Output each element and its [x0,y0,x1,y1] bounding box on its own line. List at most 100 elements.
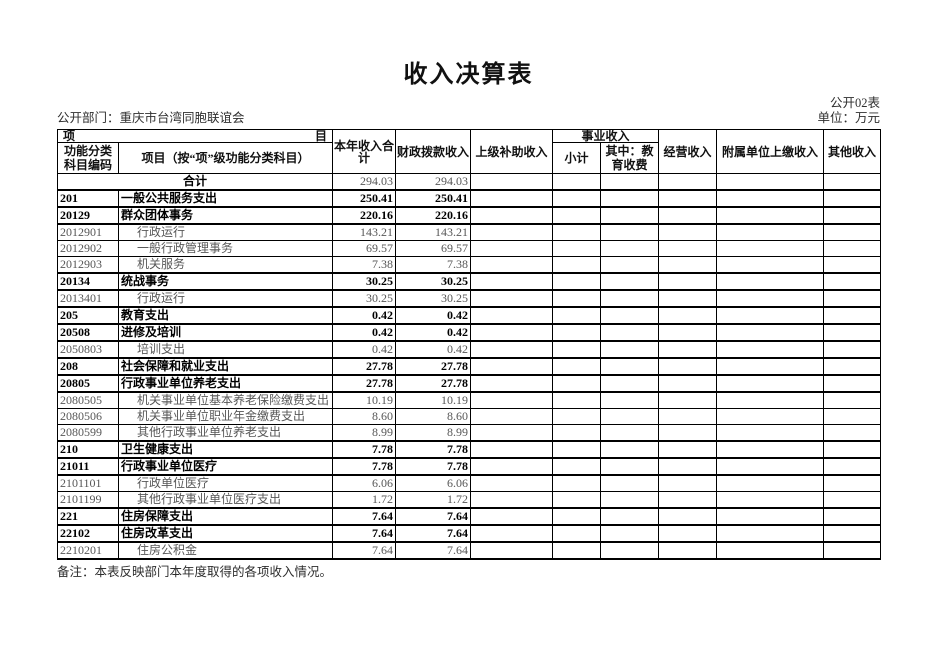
cell-empty [552,256,601,274]
cell-empty [552,340,601,359]
cell-fiscal: 30.25 [395,272,471,291]
cell-empty [823,524,882,543]
cell-code: 2080505 [57,391,119,409]
cell-empty [716,524,825,543]
header-code: 功能分类科目编码 [57,142,119,174]
cell-fiscal: 30.25 [395,289,471,308]
document-sheet: 收入决算表 公开02表 公开部门：重庆市台湾同胞联谊会 单位：万元 项 目 本年… [57,0,882,580]
cell-project-name: 行政运行 [118,223,333,241]
cell-empty [716,240,825,257]
cell-project-name: 机关事业单位职业年金缴费支出 [118,408,333,425]
cell-empty [470,524,553,543]
header-operating: 经营收入 [658,129,718,174]
cell-fiscal: 7.64 [395,524,471,543]
cell-empty [658,408,718,425]
cell-project-name: 行政运行 [118,289,333,308]
cell-empty [823,374,882,393]
cell-empty [470,424,553,442]
income-table-header: 项 目 本年收入合计 财政拨款收入 上级补助收入 事业收入 经营收入 附属单位上… [57,129,882,174]
cell-code: 2050803 [57,340,119,359]
table-row: 2012902 一般行政管理事务 69.57 69.57 [57,240,882,257]
cell-empty [658,424,718,442]
table-row: 2012901 行政运行 143.21 143.21 [57,223,882,241]
cell-empty [599,256,660,274]
cell-empty [658,272,718,291]
table-row: 20508 进修及培训 0.42 0.42 [57,323,882,342]
cell-code: 2080506 [57,408,119,425]
cell-project-name: 行政单位医疗 [118,474,333,492]
cell-year-total: 0.42 [332,340,396,359]
cell-empty [823,424,882,442]
cell-empty [658,189,718,208]
cell-empty [716,206,825,225]
cell-empty [716,340,825,359]
cell-project-name: 一般公共服务支出 [118,189,333,208]
cell-empty [716,189,825,208]
header-other: 其他收入 [823,129,882,174]
income-table-body: 合计 294.03 294.03 201 一般公共服务支出 250.41 250.41 201… [57,173,882,560]
cell-fiscal: 8.60 [395,408,471,425]
table-row: 20805 行政事业单位养老支出 27.78 27.78 [57,374,882,393]
cell-empty [658,340,718,359]
cell-empty [599,408,660,425]
cell-project-name: 教育支出 [118,306,333,325]
cell-empty [599,457,660,476]
cell-total-label: 合计 [57,173,333,191]
cell-empty [470,507,553,526]
cell-empty [470,173,553,191]
table-row: 221 住房保障支出 7.64 7.64 [57,507,882,526]
cell-empty [599,440,660,459]
cell-year-total: 27.78 [332,374,396,393]
cell-empty [470,189,553,208]
cell-empty [470,256,553,274]
department-label: 公开部门：重庆市台湾同胞联谊会 [57,111,245,125]
cell-year-total: 1.72 [332,491,396,509]
table-row: 22102 住房改革支出 7.64 7.64 [57,524,882,543]
cell-code: 20134 [57,272,119,291]
cell-project-name: 机关服务 [118,256,333,274]
cell-empty [658,223,718,241]
cell-empty [716,223,825,241]
cell-empty [552,440,601,459]
cell-empty [716,357,825,376]
cell-empty [599,272,660,291]
cell-empty [552,424,601,442]
cell-fiscal: 294.03 [395,173,471,191]
cell-empty [552,206,601,225]
cell-fiscal: 0.42 [395,323,471,342]
table-row: 20129 群众团体事务 220.16 220.16 [57,206,882,225]
cell-year-total: 7.38 [332,256,396,274]
cell-empty [552,374,601,393]
cell-empty [716,457,825,476]
cell-year-total: 0.42 [332,306,396,325]
cell-empty [599,374,660,393]
cell-code: 205 [57,306,119,325]
cell-empty [599,391,660,409]
cell-year-total: 250.41 [332,189,396,208]
table-row: 205 教育支出 0.42 0.42 [57,306,882,325]
cell-year-total: 7.64 [332,524,396,543]
cell-empty [599,306,660,325]
cell-empty [470,491,553,509]
cell-year-total: 294.03 [332,173,396,191]
meta-row: 公开部门：重庆市台湾同胞联谊会 单位：万元 [57,111,880,126]
cell-year-total: 7.78 [332,457,396,476]
cell-empty [470,541,553,560]
cell-empty [716,541,825,560]
cell-empty [470,323,553,342]
cell-empty [658,440,718,459]
cell-year-total: 8.60 [332,408,396,425]
header-superior: 上级补助收入 [470,129,553,174]
cell-empty [599,173,660,191]
cell-code: 2210201 [57,541,119,560]
cell-year-total: 8.99 [332,424,396,442]
header-fiscal: 财政拨款收入 [395,129,471,174]
cell-year-total: 0.42 [332,323,396,342]
page-title: 收入决算表 [403,61,534,88]
cell-empty [470,357,553,376]
table-row: 2080599 其他行政事业单位养老支出 8.99 8.99 [57,424,882,442]
cell-empty [552,457,601,476]
cell-empty [552,541,601,560]
cell-empty [823,272,882,291]
cell-empty [552,391,601,409]
